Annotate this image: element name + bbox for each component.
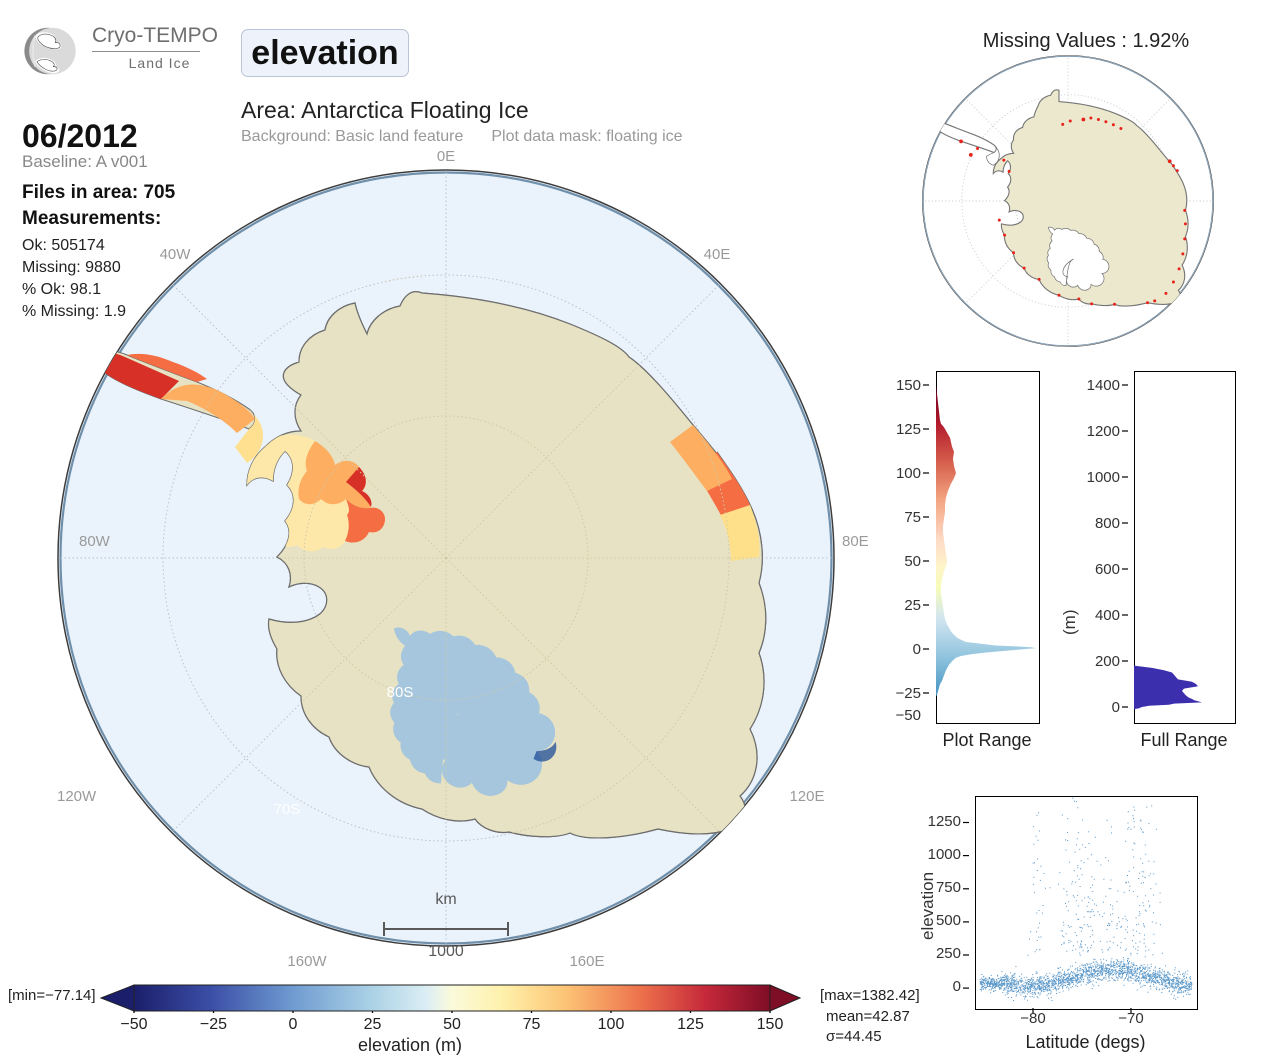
svg-text:80W: 80W — [79, 533, 111, 550]
svg-text:160E: 160E — [569, 953, 604, 970]
svg-text:125: 125 — [677, 1016, 704, 1033]
svg-text:40E: 40E — [704, 246, 731, 263]
svg-text:75: 75 — [523, 1016, 541, 1033]
svg-text:1000: 1000 — [428, 943, 464, 960]
svg-text:−25: −25 — [896, 685, 921, 702]
svg-text:75: 75 — [904, 509, 921, 526]
svg-text:1200: 1200 — [1087, 423, 1120, 440]
svg-text:80S: 80S — [387, 684, 414, 701]
svg-text:50: 50 — [443, 1016, 461, 1033]
svg-text:150: 150 — [896, 377, 921, 394]
svg-text:500: 500 — [936, 912, 961, 929]
svg-text:120E: 120E — [789, 788, 824, 805]
svg-text:1000: 1000 — [928, 846, 961, 863]
svg-text:70S: 70S — [274, 801, 301, 818]
svg-text:0: 0 — [1112, 699, 1120, 716]
svg-text:100: 100 — [896, 465, 921, 482]
svg-text:0: 0 — [289, 1016, 298, 1033]
svg-text:0: 0 — [913, 641, 921, 658]
svg-text:25: 25 — [904, 597, 921, 614]
svg-text:750: 750 — [936, 879, 961, 896]
svg-text:50: 50 — [904, 553, 921, 570]
svg-text:km: km — [435, 891, 456, 908]
svg-text:40W: 40W — [160, 246, 192, 263]
svg-text:−50: −50 — [120, 1016, 147, 1033]
svg-text:400: 400 — [1095, 607, 1120, 624]
svg-text:150: 150 — [757, 1016, 784, 1033]
svg-text:250: 250 — [936, 945, 961, 962]
svg-text:25: 25 — [364, 1016, 382, 1033]
svg-text:0: 0 — [953, 978, 961, 995]
svg-text:−25: −25 — [200, 1016, 227, 1033]
svg-text:1250: 1250 — [928, 813, 961, 830]
svg-text:200: 200 — [1095, 653, 1120, 670]
svg-text:120W: 120W — [57, 788, 97, 805]
svg-text:−50: −50 — [896, 707, 921, 722]
svg-text:600: 600 — [1095, 561, 1120, 578]
svg-text:0E: 0E — [437, 148, 455, 165]
svg-text:1000: 1000 — [1087, 469, 1120, 486]
svg-text:800: 800 — [1095, 515, 1120, 532]
svg-text:1400: 1400 — [1087, 377, 1120, 394]
svg-text:160W: 160W — [287, 953, 327, 970]
svg-text:125: 125 — [896, 421, 921, 438]
svg-text:100: 100 — [598, 1016, 625, 1033]
